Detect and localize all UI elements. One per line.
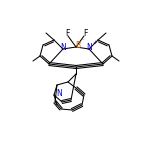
Text: N: N — [60, 43, 66, 52]
Text: ⁻: ⁻ — [82, 40, 85, 45]
Text: B: B — [75, 41, 81, 50]
Text: +: + — [93, 40, 97, 45]
Text: F: F — [65, 29, 69, 38]
Text: N: N — [56, 90, 62, 98]
Text: F: F — [83, 29, 87, 38]
Text: N: N — [86, 43, 92, 52]
